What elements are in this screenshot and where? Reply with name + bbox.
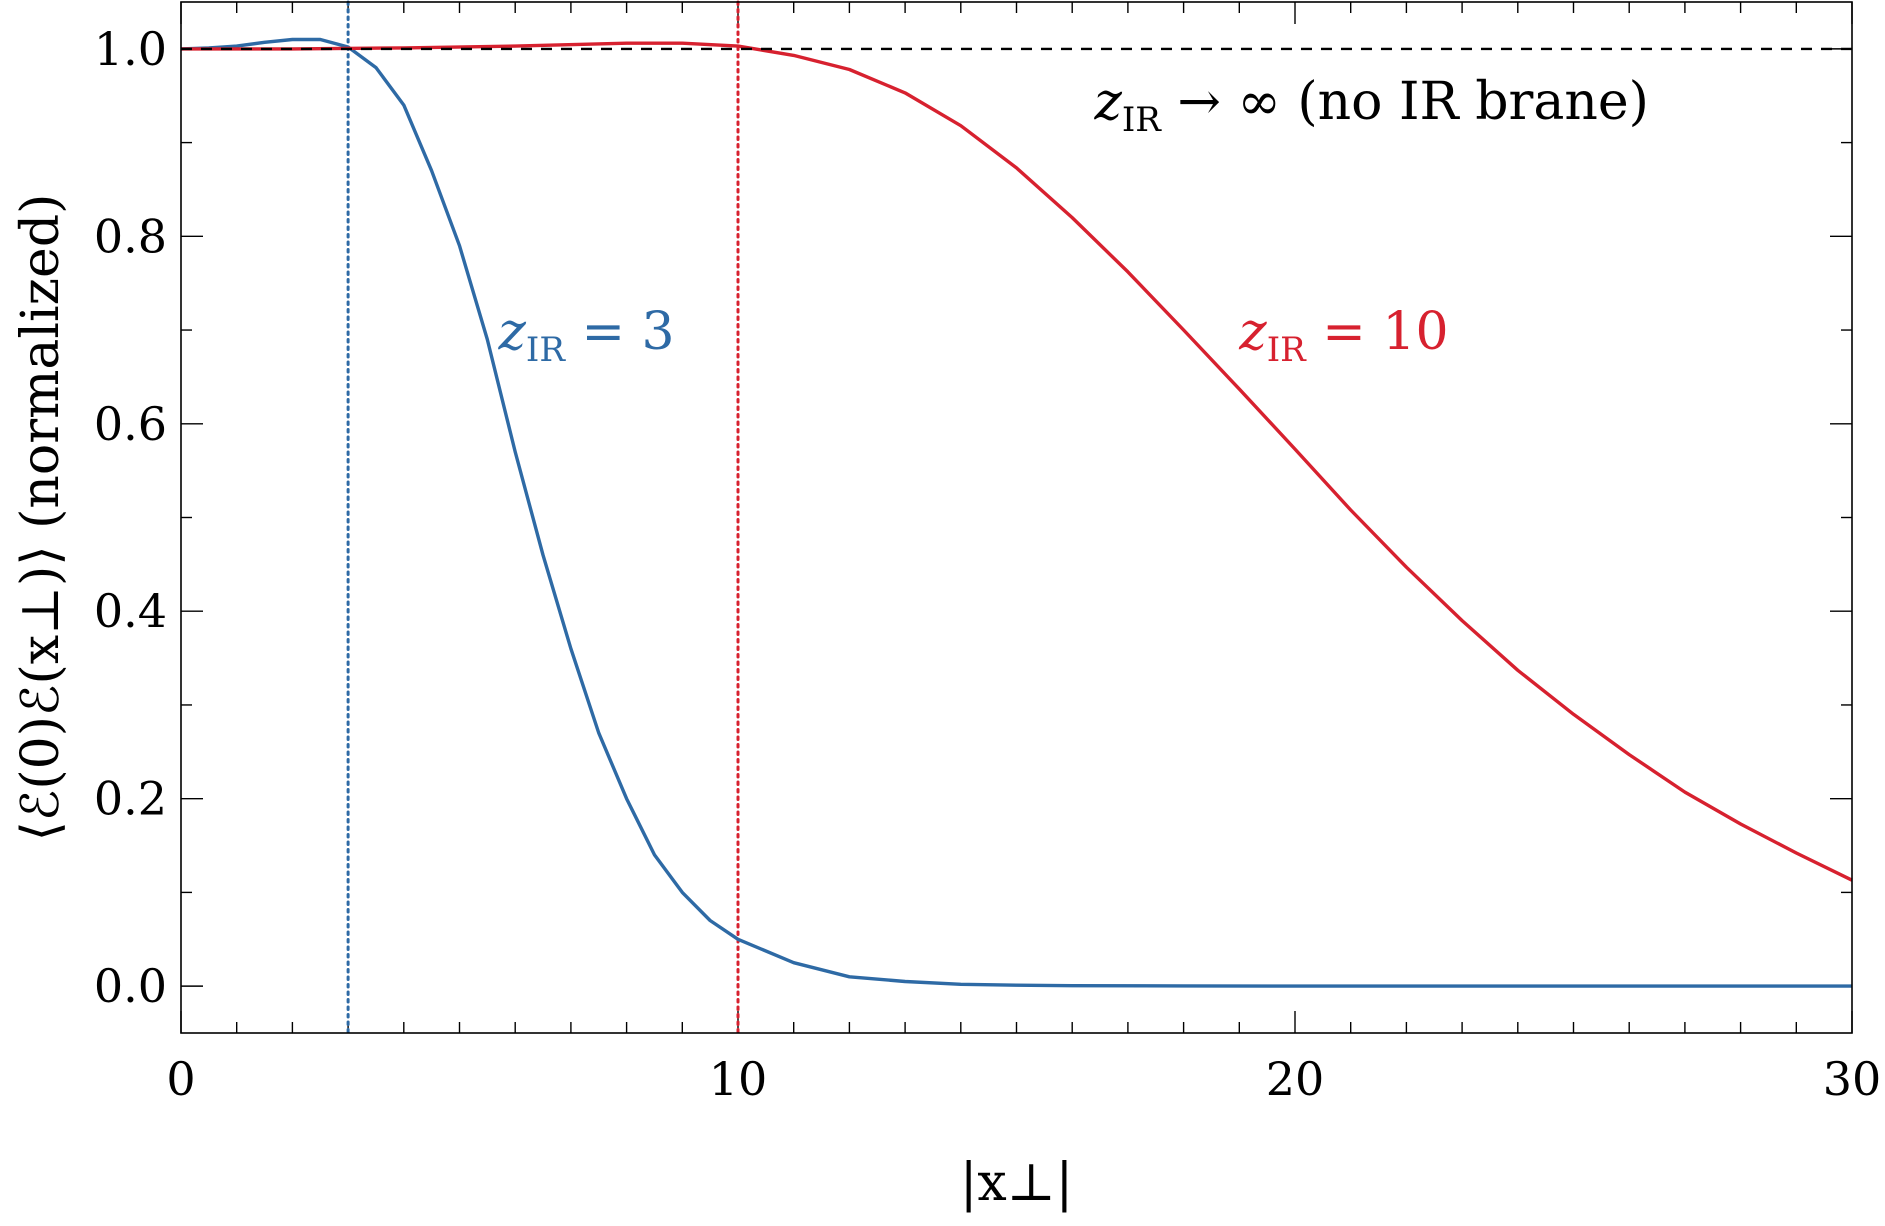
series-lines (180, 37, 1853, 988)
y-tick-label: 0.0 (94, 959, 167, 1013)
tick-labels: 0 10 20 30 0.0 0.2 0.4 0.6 0.8 1.0 (94, 22, 1881, 1106)
y-tick-label: 0.8 (94, 209, 167, 263)
y-axis-label: ⟨ℰ(0)ℰ(x⊥)⟩ (normalized) (11, 194, 71, 842)
series-z-ir-10 (181, 41, 1853, 882)
series-z-ir-3 (180, 37, 1852, 988)
annotation: zIR = 10 (1238, 302, 1448, 370)
axis-ticks (180, 2, 1853, 1033)
annotation: zIR → ∞ (no IR brane) (1093, 72, 1648, 140)
annotations: zIR = 3 zIR = 10 zIR → ∞ (no IR brane) (497, 72, 1648, 370)
reference-vlines (346, 0, 740, 1035)
plot-frame (180, 1, 1853, 1034)
x-tick-label: 30 (1823, 1052, 1882, 1106)
y-tick-label: 1.0 (94, 22, 167, 76)
x-tick-label: 10 (709, 1052, 768, 1106)
x-axis-label: |x⊥| (960, 1153, 1073, 1213)
x-tick-label: 0 (166, 1052, 195, 1106)
y-tick-label: 0.2 (94, 772, 167, 826)
y-tick-label: 0.6 (94, 397, 167, 451)
x-tick-label: 20 (1266, 1052, 1325, 1106)
y-tick-label: 0.4 (94, 584, 167, 638)
annotation: zIR = 3 (497, 302, 674, 370)
